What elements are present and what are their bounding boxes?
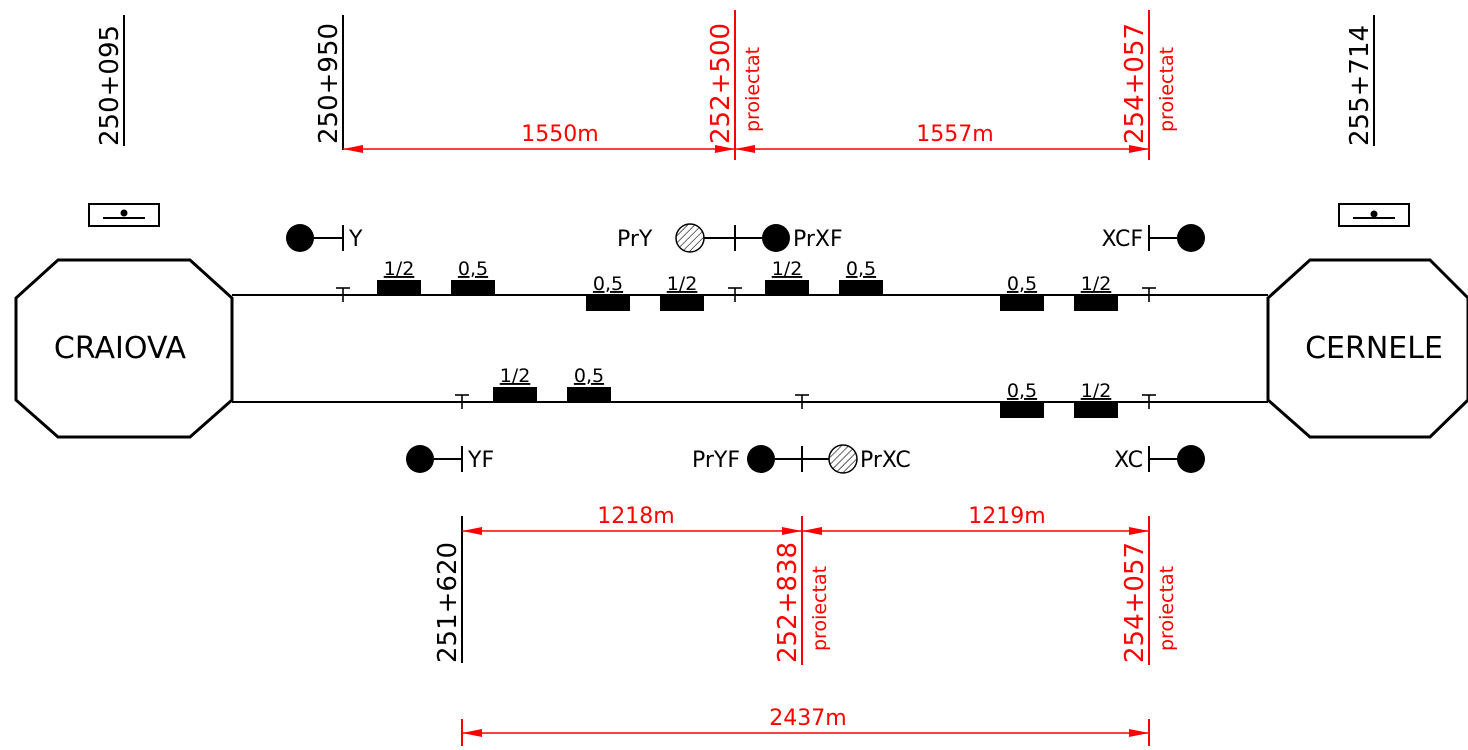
marker-label: 0,5 <box>1007 273 1037 295</box>
chainage-250-095-label: 250+095 <box>95 25 125 146</box>
chainage-255-714-label: 255+714 <box>1345 25 1375 146</box>
dimension-1557-label: 1557m <box>916 122 993 147</box>
dimension-2437: 2437m <box>461 706 1150 746</box>
chainage-254-057-top: 254+057 proiectat <box>1120 10 1178 160</box>
signal-Y: Y <box>286 224 363 252</box>
station-cernele-label: CERNELE <box>1305 331 1443 366</box>
dimension-1550-label: 1550m <box>521 122 598 147</box>
marker-label: 0,5 <box>846 258 876 280</box>
signal-PrXF-label: PrXF <box>793 227 843 252</box>
station-symbol-right <box>1338 203 1410 227</box>
dimension-1218-label: 1218m <box>597 504 674 529</box>
chainage-254-057-bottom-label: 254+057 <box>1120 542 1150 663</box>
projected-label: proiectat <box>742 47 764 132</box>
chainage-255-714: 255+714 <box>1345 15 1375 146</box>
signal-Y-label: Y <box>348 227 363 252</box>
station-craiova-label: CRAIOVA <box>54 331 187 366</box>
signal-PrYF-label: PrYF <box>692 448 740 473</box>
marker-label: 0,5 <box>574 365 604 387</box>
signal-PrY: PrY <box>617 223 762 253</box>
signal-PrXC: PrXC <box>828 444 911 474</box>
signal-PrXF: PrXF <box>762 224 843 252</box>
chainage-251-620-label: 251+620 <box>433 542 463 663</box>
chainage-252-838-label: 252+838 <box>773 542 803 663</box>
station-symbol-left <box>88 203 160 227</box>
station-cernele: CERNELE <box>1266 258 1468 439</box>
dimension-1219-label: 1219m <box>968 504 1045 529</box>
signal-YF-label: YF <box>467 448 494 473</box>
chainage-250-950-label: 250+950 <box>314 23 344 144</box>
dimension-1557: 1557m <box>735 122 1149 153</box>
signal-XCF: XCF <box>1102 224 1205 252</box>
marker-label: 1/2 <box>384 258 415 280</box>
chainage-254-057-bottom: 254+057 proiectat <box>1120 516 1178 665</box>
insulated-joints <box>336 287 1156 409</box>
dimension-2437-label: 2437m <box>769 706 846 731</box>
projected-label: proiectat <box>809 566 831 651</box>
signal-PrXC-label: PrXC <box>860 448 911 473</box>
signal-XC-label: XC <box>1114 448 1143 473</box>
marker-label: 0,5 <box>458 258 488 280</box>
signal-YF: YF <box>406 445 494 473</box>
signal-PrY-label: PrY <box>617 227 653 252</box>
signal-XC: XC <box>1114 445 1205 473</box>
dimension-1550: 1550m <box>343 122 735 153</box>
marker-label: 1/2 <box>667 273 698 295</box>
marker-label: 1/2 <box>1081 380 1112 402</box>
marker-label: 1/2 <box>1081 273 1112 295</box>
projected-label: proiectat <box>1156 47 1178 132</box>
marker-blocks-upper: 1/2 0,5 0,5 1/2 1/2 0,5 0,5 1/2 <box>377 258 1118 311</box>
chainage-252-838: 252+838 proiectat <box>773 516 831 665</box>
chainage-250-950: 250+950 <box>314 15 344 150</box>
chainage-254-057-top-label: 254+057 <box>1120 23 1150 144</box>
projected-label: proiectat <box>1156 566 1178 651</box>
chainage-250-095: 250+095 <box>95 15 125 146</box>
marker-label: 0,5 <box>1007 380 1037 402</box>
chainage-252-500: 252+500 proiectat <box>706 10 764 160</box>
marker-blocks-lower: 1/2 0,5 0,5 1/2 <box>493 365 1118 418</box>
marker-label: 0,5 <box>593 273 623 295</box>
dimension-1219: 1219m <box>802 504 1149 535</box>
chainage-251-620: 251+620 <box>433 516 463 663</box>
dimension-1218: 1218m <box>462 504 802 535</box>
station-craiova: CRAIOVA <box>14 258 234 439</box>
marker-label: 1/2 <box>500 365 531 387</box>
signal-XCF-label: XCF <box>1102 227 1144 252</box>
marker-label: 1/2 <box>772 258 803 280</box>
chainage-252-500-label: 252+500 <box>706 23 736 144</box>
signal-PrYF: PrYF <box>692 445 829 473</box>
